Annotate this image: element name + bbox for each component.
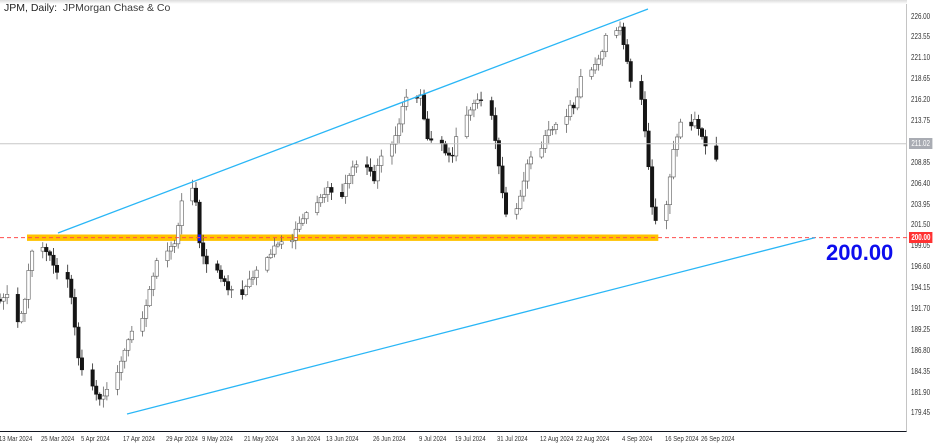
- svg-text:200.00: 200.00: [826, 240, 893, 265]
